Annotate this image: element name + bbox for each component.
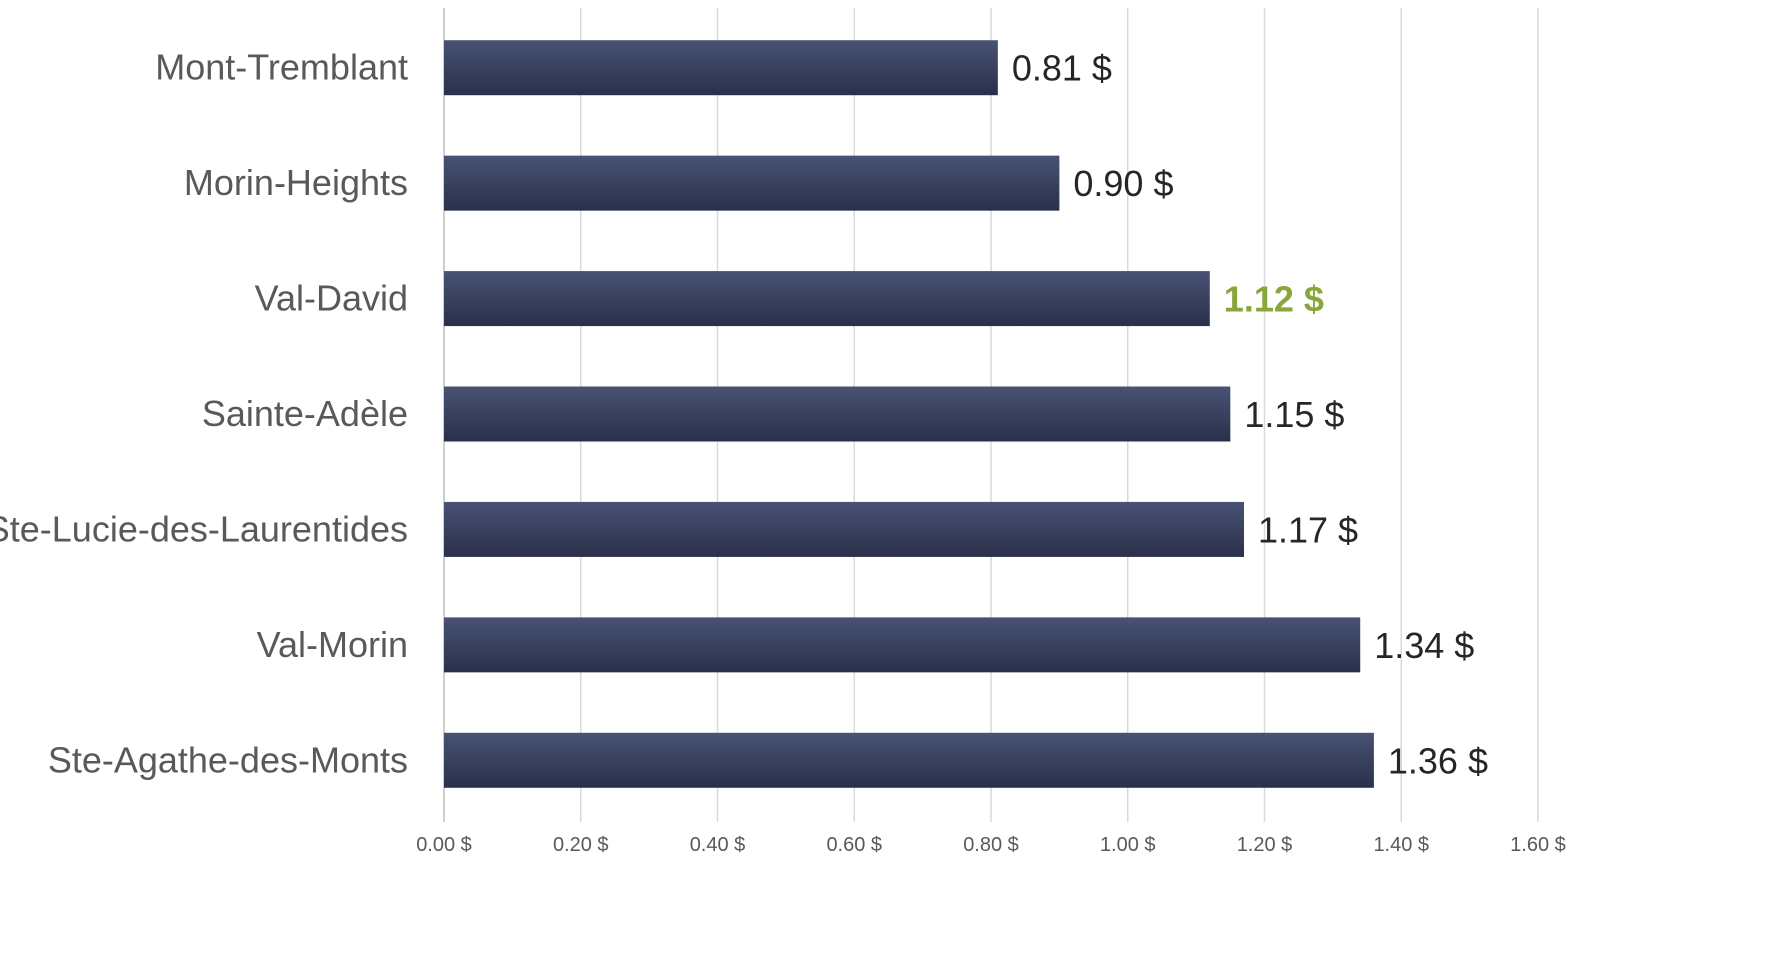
x-axis-tick-labels: 0.00 $ 0.20 $ 0.40 $ 0.60 $ 0.80 $ 1.00 $ 1.20… <box>416 834 1566 856</box>
x-tick-label: 1.60 $ <box>1510 834 1566 856</box>
data-label: 0.90 $ <box>1073 163 1173 204</box>
data-label: 1.36 $ <box>1388 740 1488 781</box>
data-label-highlighted: 1.12 $ <box>1224 279 1324 320</box>
bar <box>444 155 1060 211</box>
category-label: Sainte-Adèle <box>202 393 408 434</box>
x-tick-label: 0.60 $ <box>826 834 882 856</box>
bar <box>444 40 998 96</box>
bar <box>444 501 1244 557</box>
category-label: Ste-Lucie-des-Laurentides <box>0 508 408 549</box>
x-tick-label: 1.40 $ <box>1373 834 1429 856</box>
category-label: Val-David <box>255 278 408 319</box>
bar <box>444 386 1231 442</box>
x-tick-label: 0.20 $ <box>553 834 609 856</box>
x-tick-label: 0.00 $ <box>416 834 472 856</box>
x-tick-label: 1.00 $ <box>1100 834 1156 856</box>
bars <box>444 40 1374 788</box>
data-label: 1.34 $ <box>1374 625 1474 666</box>
data-labels: 0.81 $ 0.90 $ 1.12 $ 1.15 $ 1.17 $ 1.34 $ 1.36… <box>1012 48 1488 782</box>
bar <box>444 271 1210 327</box>
category-label: Morin-Heights <box>184 162 408 203</box>
data-label: 1.15 $ <box>1244 394 1344 435</box>
category-label: Val-Morin <box>257 624 408 665</box>
x-tick-label: 0.40 $ <box>690 834 746 856</box>
x-tick-label: 0.80 $ <box>963 834 1019 856</box>
x-tick-label: 1.20 $ <box>1237 834 1293 856</box>
bar <box>444 617 1361 673</box>
data-label: 1.17 $ <box>1258 509 1358 550</box>
bar <box>444 732 1374 788</box>
category-label: Ste-Agathe-des-Monts <box>48 739 408 780</box>
category-labels: Mont-Tremblant Morin-Heights Val-David Sain… <box>0 47 408 781</box>
data-label: 0.81 $ <box>1012 48 1112 89</box>
category-label: Mont-Tremblant <box>155 47 408 88</box>
